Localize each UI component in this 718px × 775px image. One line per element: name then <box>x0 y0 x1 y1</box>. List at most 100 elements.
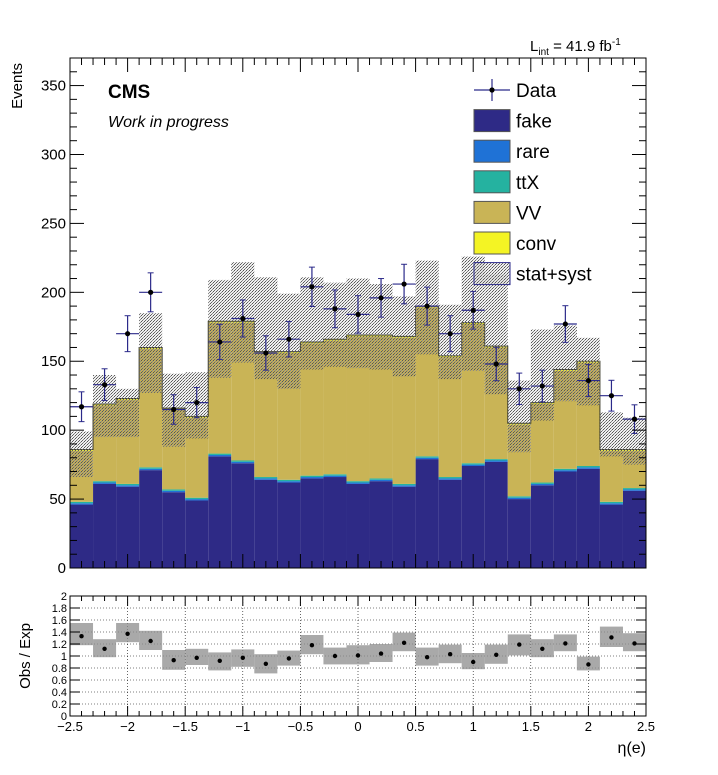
bar-fake-7 <box>231 463 255 568</box>
bar-fake-16 <box>438 479 462 568</box>
ratio-y-axis: 00.20.40.60.811.21.41.61.82 Obs / Exp <box>17 591 646 723</box>
y-tick-label: 150 <box>41 353 66 370</box>
ratio-point-4 <box>171 658 176 663</box>
legend-data-marker <box>489 87 495 93</box>
bar-fake-0 <box>70 504 94 568</box>
bar-fake-13 <box>369 481 393 568</box>
unc-bin-10 <box>300 277 324 370</box>
x-tick-label: 0 <box>354 719 361 734</box>
bar-VV-23 <box>599 450 623 502</box>
x-axis-title: η(e) <box>618 740 646 757</box>
bar-rare-16 <box>438 478 462 480</box>
data-point-7 <box>240 315 246 322</box>
main-y-axis: 0 50 100 150 200 250 300 350 Events <box>9 57 646 577</box>
bar-fake-10 <box>300 478 324 568</box>
unc-bin-14 <box>392 296 416 377</box>
bar-rare-10 <box>300 477 324 479</box>
y-tick-label: 100 <box>41 422 66 439</box>
bar-rare-15 <box>415 457 439 460</box>
ratio-point-7 <box>240 655 245 660</box>
bar-rare-3 <box>139 468 163 471</box>
unc-bin-23 <box>599 412 623 457</box>
series-rare <box>70 454 646 505</box>
data-point-4 <box>171 406 177 413</box>
data-point-14 <box>401 281 407 287</box>
x-tick-label: −2 <box>120 719 135 734</box>
y-tick-label: 0 <box>58 560 66 577</box>
ratio-point-19 <box>517 642 522 647</box>
bar-rare-4 <box>162 490 186 493</box>
bar-VV-20 <box>530 403 554 483</box>
legend-entry-stat+syst: stat+syst <box>473 262 592 286</box>
bar-ttX-14 <box>392 483 416 486</box>
data-point-1 <box>101 382 108 388</box>
data-point-21 <box>562 321 568 327</box>
ratio-point-5 <box>194 655 199 660</box>
ratio-point-0 <box>79 634 84 639</box>
bar-rare-1 <box>93 482 117 484</box>
legend-label: conv <box>516 234 557 255</box>
bar-ttX-6 <box>208 453 232 455</box>
legend-entry-rare: rare <box>473 139 550 163</box>
bar-rare-5 <box>185 499 209 501</box>
bar-rare-18 <box>484 460 508 462</box>
bar-fake-24 <box>622 490 646 568</box>
ratio-point-6 <box>217 658 222 663</box>
unc-bin-3 <box>139 313 163 393</box>
bar-rare-20 <box>530 483 554 486</box>
bar-rare-13 <box>369 479 393 482</box>
bar-ttX-16 <box>438 477 462 479</box>
experiment-label: CMS <box>108 82 150 103</box>
bar-ttX-18 <box>484 459 508 461</box>
ratio-point-22 <box>586 662 591 667</box>
bar-fake-8 <box>254 479 278 568</box>
legend-entry-Data: Data <box>474 79 557 102</box>
legend-label: stat+syst <box>516 265 592 286</box>
main-x-axis <box>69 58 647 568</box>
ratio-y-tick-label: 0.4 <box>52 687 67 699</box>
unc-bin-8 <box>254 277 278 380</box>
bar-VV-10 <box>300 343 324 476</box>
ratio-point-18 <box>494 652 499 657</box>
legend: Data fake rare ttX VV conv stat+syst <box>473 79 592 286</box>
bar-VV-13 <box>369 336 393 479</box>
ratio-x-axis: −2.5 −2 −1.5 −1 −0.5 0 0.5 1 1.5 2 2.5 η(e) <box>57 596 655 757</box>
y-tick-label: 200 <box>41 284 66 301</box>
bar-rare-2 <box>116 485 140 487</box>
ratio-point-13 <box>378 651 384 656</box>
bar-ttX-19 <box>507 496 531 498</box>
ratio-point-1 <box>102 646 107 651</box>
legend-entry-ttX: ttX <box>473 170 540 194</box>
y-tick-label: 50 <box>49 491 66 508</box>
data-point-8 <box>263 350 269 356</box>
bar-rare-7 <box>231 461 255 464</box>
bar-ttX-11 <box>323 474 347 476</box>
bar-fake-15 <box>415 459 439 568</box>
data-point-22 <box>585 377 592 384</box>
bar-rare-12 <box>346 482 370 484</box>
bar-ttX-22 <box>576 466 600 468</box>
unc-bin-1 <box>93 375 117 438</box>
data-point-24 <box>631 416 638 422</box>
bar-rare-21 <box>553 470 577 472</box>
ratio-point-11 <box>332 653 338 659</box>
bar-VV-16 <box>438 357 462 478</box>
x-tick-label: 1.5 <box>522 719 540 734</box>
legend-swatch <box>473 109 511 133</box>
ratio-y-tick-label: 1.6 <box>52 615 67 627</box>
bar-rare-11 <box>323 475 347 478</box>
y-tick-label: 250 <box>41 215 66 232</box>
bar-rare-8 <box>254 478 278 480</box>
bar-fake-14 <box>392 486 416 568</box>
bar-rare-19 <box>507 497 531 500</box>
ratio-y-tick-label: 0 <box>61 711 67 723</box>
unc-bin-24 <box>622 417 646 465</box>
x-tick-label: −1.5 <box>172 719 198 734</box>
bar-fake-9 <box>277 482 301 568</box>
bar-ttX-8 <box>254 477 278 479</box>
legend-label: VV <box>516 203 542 224</box>
legend-entry-VV: VV <box>473 200 542 224</box>
x-tick-label: −1 <box>235 719 250 734</box>
ratio-y-tick-label: 1 <box>61 651 67 663</box>
